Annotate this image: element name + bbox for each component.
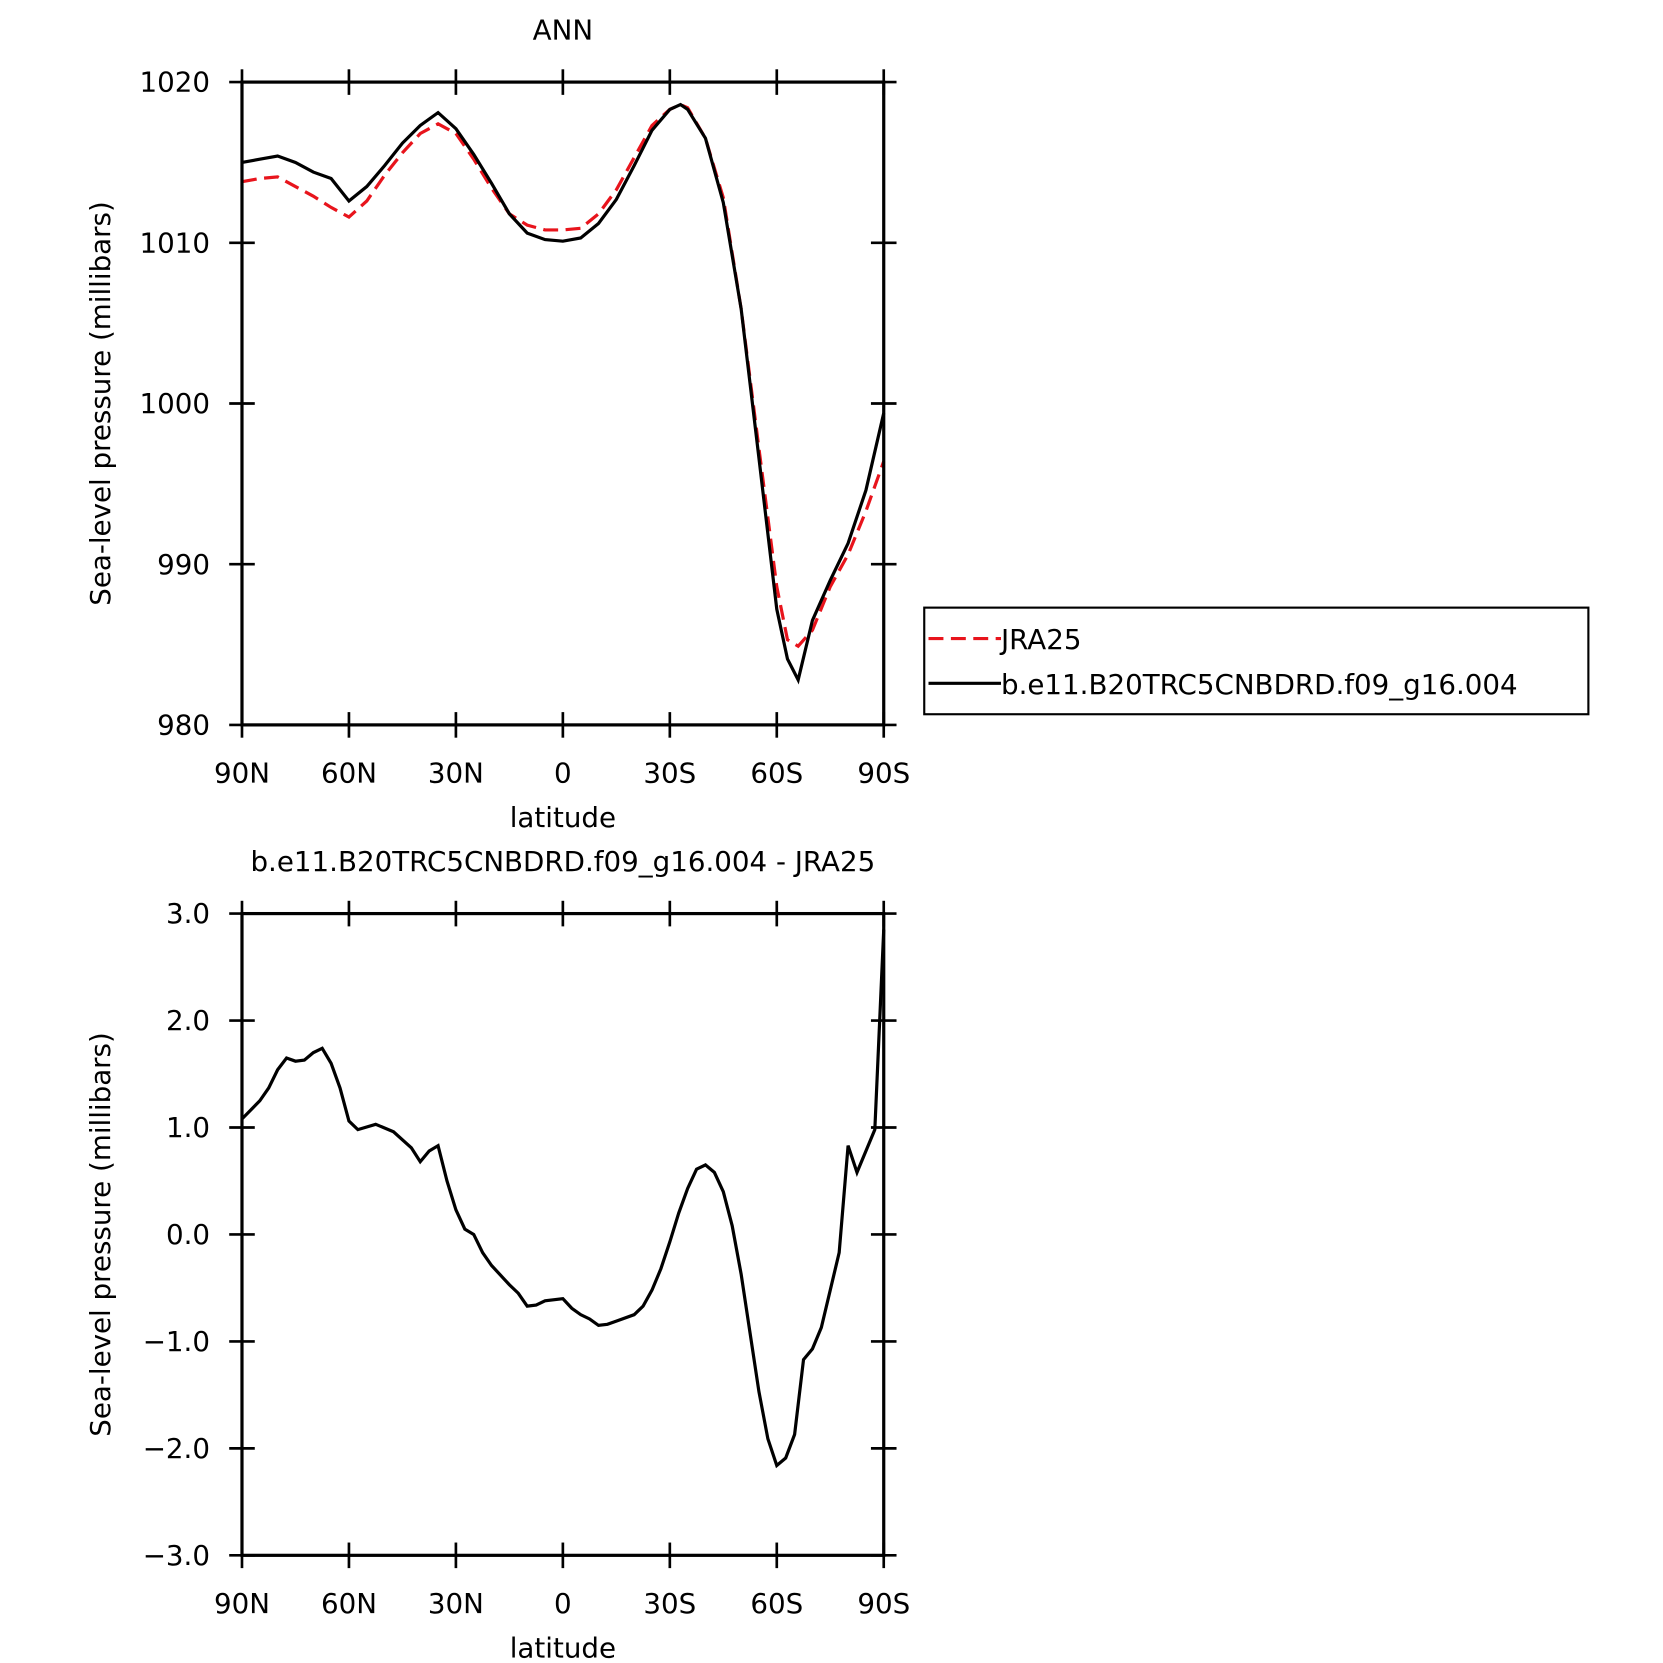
x-tick-label: 30S — [643, 1587, 696, 1620]
y-axis-label: Sea-level pressure (millibars) — [84, 201, 117, 606]
y-tick-label: 2.0 — [166, 1004, 210, 1037]
y-tick-label: 1000 — [139, 387, 210, 420]
series-line — [241, 102, 886, 685]
x-tick-label: 60S — [750, 756, 803, 789]
y-tick-label: 0.0 — [166, 1218, 210, 1251]
x-axis-label: latitude — [510, 1632, 616, 1663]
x-tick-label: 60N — [321, 756, 377, 789]
x-tick-label: 60S — [750, 1587, 803, 1620]
x-tick-label: 90S — [857, 756, 910, 789]
plot-frame — [240, 80, 886, 727]
x-tick-label: 30S — [643, 756, 696, 789]
y-tick-label: −3.0 — [143, 1539, 210, 1572]
y-tick-label: 1.0 — [166, 1111, 210, 1144]
legend-label: JRA25 — [999, 623, 1082, 656]
legend-box — [923, 606, 1590, 716]
chart-title: ANN — [533, 13, 593, 46]
y-tick-label: 980 — [157, 708, 210, 741]
series-line — [240, 929, 886, 1469]
y-tick-label: 1020 — [139, 66, 210, 99]
y-axis-label: Sea-level pressure (millibars) — [84, 1032, 117, 1437]
x-tick-label: 30N — [428, 756, 484, 789]
y-tick-label: 990 — [157, 548, 210, 581]
x-tick-label: 90S — [857, 1587, 910, 1620]
plot-frame — [240, 911, 886, 1557]
series-line — [241, 102, 886, 649]
chart-title: b.e11.B20TRC5CNBDRD.f09_g16.004 - JRA25 — [250, 845, 875, 878]
x-tick-label: 0 — [554, 1587, 572, 1620]
y-tick-label: 1010 — [139, 226, 210, 259]
x-tick-label: 30N — [428, 1587, 484, 1620]
x-tick-label: 90N — [214, 756, 270, 789]
y-tick-label: −1.0 — [143, 1325, 210, 1358]
x-tick-label: 0 — [554, 756, 572, 789]
legend-label: b.e11.B20TRC5CNBDRD.f09_g16.004 — [1001, 668, 1518, 701]
x-axis-label: latitude — [510, 801, 616, 834]
x-tick-label: 60N — [321, 1587, 377, 1620]
y-tick-label: 3.0 — [166, 897, 210, 930]
y-tick-label: −2.0 — [143, 1432, 210, 1465]
x-tick-label: 90N — [214, 1587, 270, 1620]
